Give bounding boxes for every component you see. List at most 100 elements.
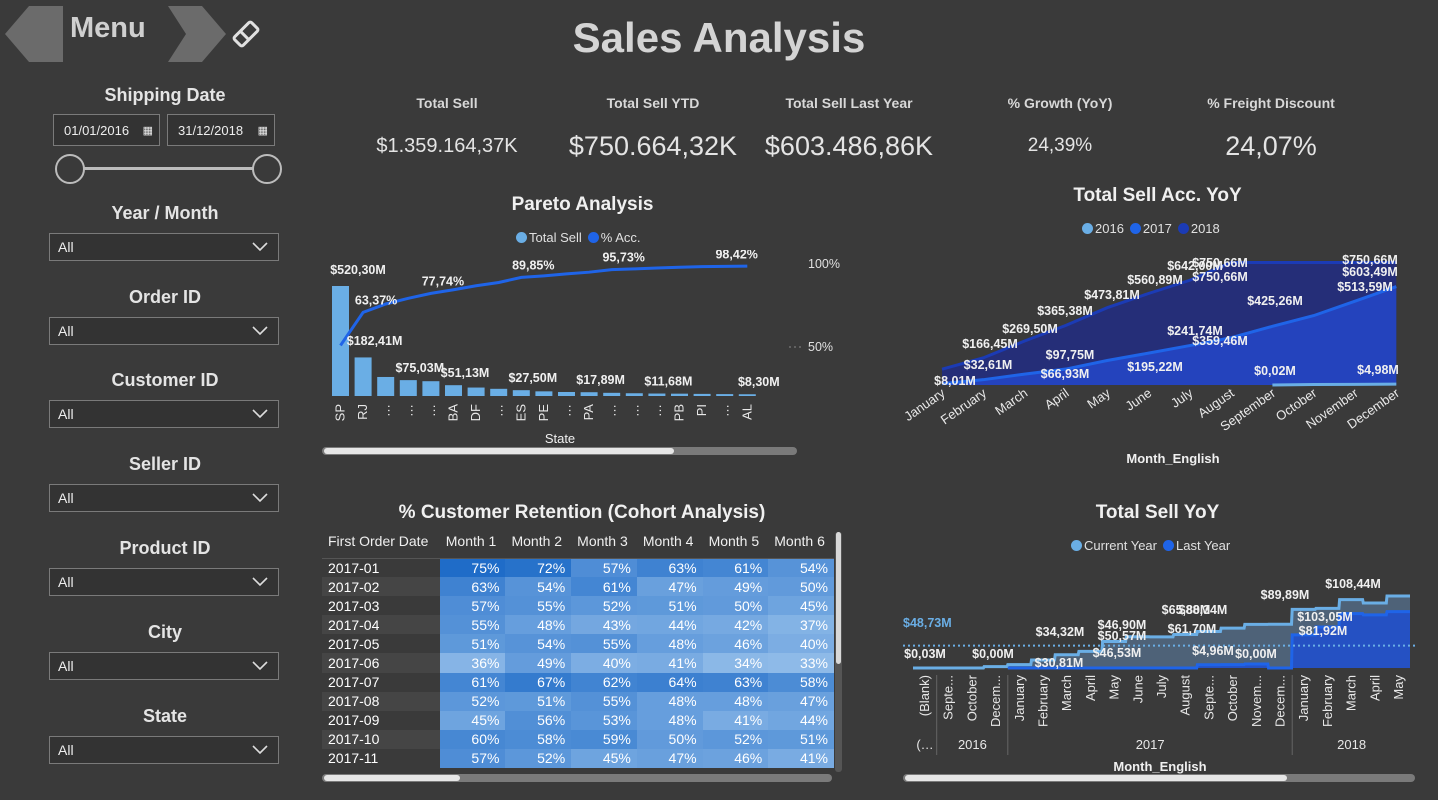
cohort-column-header[interactable]: Month 5	[708, 533, 760, 549]
date-slider-track[interactable]	[70, 167, 267, 170]
start-date-input[interactable]: 01/01/2016 ▦	[53, 114, 160, 146]
yoy-data-label: $0,03M	[904, 647, 946, 661]
forward-arrow-icon[interactable]	[168, 6, 226, 62]
cohort-column-header[interactable]: Month 2	[511, 533, 563, 549]
acc-x-tick: July	[1168, 385, 1196, 411]
pareto-x-tick: PI	[694, 404, 709, 416]
chevron-down-icon[interactable]	[252, 323, 268, 339]
order-id-dropdown[interactable]: All	[49, 317, 279, 345]
acc-data-label: $603,49M	[1342, 265, 1398, 279]
yoy-legend: Current Year Last Year	[1071, 538, 1230, 553]
cohort-value-cell: 55%	[505, 596, 572, 616]
chevron-down-icon[interactable]	[252, 239, 268, 255]
yoy-x-tick: Septe...	[941, 675, 956, 720]
city-dropdown[interactable]: All	[49, 652, 279, 680]
year-month-dropdown[interactable]: All	[49, 233, 279, 261]
pareto-bar[interactable]	[580, 392, 598, 396]
seller-id-label: Seller ID	[128, 454, 202, 474]
pareto-bar[interactable]	[512, 390, 530, 396]
pareto-bar[interactable]	[535, 391, 553, 396]
pareto-bar[interactable]	[603, 392, 621, 396]
pareto-bar[interactable]	[693, 393, 711, 396]
cohort-value-cell: 52%	[702, 729, 769, 749]
state-dropdown[interactable]: All	[49, 736, 279, 764]
pareto-bar[interactable]	[671, 393, 688, 396]
customer-id-dropdown[interactable]: All	[49, 400, 279, 428]
pareto-bar[interactable]	[422, 381, 440, 396]
cohort-value-cell: 48%	[702, 691, 769, 711]
cohort-column-header[interactable]: Month 4	[642, 533, 694, 549]
pareto-bar[interactable]	[354, 357, 372, 396]
cohort-scrollbar-thumb[interactable]	[324, 775, 460, 781]
cohort-date-cell: 2017-10	[322, 729, 440, 749]
pareto-pct-label: 63,37%	[355, 293, 397, 307]
product-id-dropdown[interactable]: All	[49, 568, 279, 596]
calendar-icon[interactable]: ▦	[142, 124, 153, 137]
pareto-bar[interactable]	[648, 393, 666, 396]
pareto-bar[interactable]	[625, 393, 643, 396]
year-month-label: Year / Month	[111, 203, 219, 223]
pareto-bar[interactable]	[332, 286, 349, 396]
yoy-current-line	[913, 594, 1410, 670]
pareto-bar[interactable]	[467, 387, 485, 396]
legend-item-total-sell: Total Sell	[516, 230, 582, 245]
pareto-x-tick: PE	[536, 404, 551, 422]
city-value: All	[58, 658, 74, 674]
yoy-x-tick: October	[964, 674, 979, 721]
cohort-column-header[interactable]: Month 3	[577, 533, 628, 549]
pareto-x-tick: …	[626, 404, 641, 417]
yoy-year-label: 2017	[1136, 737, 1165, 752]
seller-id-dropdown[interactable]: All	[49, 484, 279, 512]
back-arrow-icon[interactable]	[5, 6, 63, 62]
chevron-down-icon[interactable]	[252, 490, 268, 506]
acc-data-label: $166,45M	[962, 337, 1018, 351]
chevron-down-icon[interactable]	[252, 406, 268, 422]
cohort-value-cell: 48%	[636, 634, 703, 654]
pareto-bar[interactable]	[399, 380, 417, 396]
cohort-value-cell: 75%	[439, 558, 506, 578]
pareto-data-label: $27,50M	[508, 371, 557, 385]
pareto-scrollbar-thumb[interactable]	[324, 448, 674, 454]
cohort-column-header[interactable]: Month 6	[774, 533, 825, 549]
chevron-down-icon[interactable]	[252, 574, 268, 590]
yoy-data-label: $88,34M	[1179, 603, 1228, 617]
cohort-scrollbar-track[interactable]	[322, 774, 832, 782]
yoy-data-label: $46,53M	[1093, 646, 1142, 660]
date-slider-end-handle[interactable]	[252, 154, 282, 184]
acc-data-label: $0,02M	[1254, 364, 1296, 378]
cohort-column-header[interactable]: First Order Date	[328, 533, 429, 549]
end-date-input[interactable]: 31/12/2018 ▦	[167, 114, 275, 146]
cohort-value-cell: 45%	[439, 710, 506, 730]
acc-yoy-legend: 2016 2017 2018	[1082, 221, 1220, 236]
yoy-x-tick: July	[1154, 675, 1169, 699]
menu-label[interactable]: Menu	[70, 12, 146, 44]
cohort-value-cell: 54%	[505, 577, 572, 597]
cohort-vertical-scrollbar-thumb[interactable]	[836, 532, 841, 664]
kpi-total-sell-ytd-label: Total Sell YTD	[606, 95, 700, 111]
yoy-x-tick: February	[1320, 675, 1335, 728]
cohort-title: % Customer Retention (Cohort Analysis)	[398, 502, 766, 523]
chevron-down-icon[interactable]	[252, 658, 268, 674]
cohort-value-cell: 51%	[636, 596, 703, 616]
pareto-bar[interactable]	[377, 376, 395, 396]
pareto-bar[interactable]	[716, 394, 734, 396]
acc-data-label: $560,89M	[1127, 273, 1183, 287]
yoy-data-label: $46,90M	[1098, 618, 1147, 632]
cohort-column-header[interactable]: Month 1	[445, 533, 497, 549]
eraser-icon[interactable]	[230, 18, 262, 50]
yoy-scrollbar-thumb[interactable]	[905, 775, 1287, 781]
pareto-bar[interactable]	[558, 391, 575, 396]
pareto-bar[interactable]	[445, 385, 462, 396]
chevron-down-icon[interactable]	[252, 742, 268, 758]
pareto-bar[interactable]	[490, 388, 508, 396]
pareto-y2-tick: 50%	[808, 340, 833, 354]
pareto-bar[interactable]	[738, 394, 756, 396]
calendar-icon[interactable]: ▦	[257, 124, 268, 137]
date-slider-start-handle[interactable]	[55, 154, 85, 184]
yoy-x-axis-label: Month_English	[1113, 759, 1206, 774]
pareto-x-tick: PB	[672, 404, 687, 421]
acc-yoy-chart: $8,01M $32,61M $166,45M$269,50M $365,38M $97…	[901, 253, 1402, 466]
cohort-value-cell: 67%	[505, 672, 572, 692]
acc-data-label: $750,66M	[1342, 253, 1398, 267]
